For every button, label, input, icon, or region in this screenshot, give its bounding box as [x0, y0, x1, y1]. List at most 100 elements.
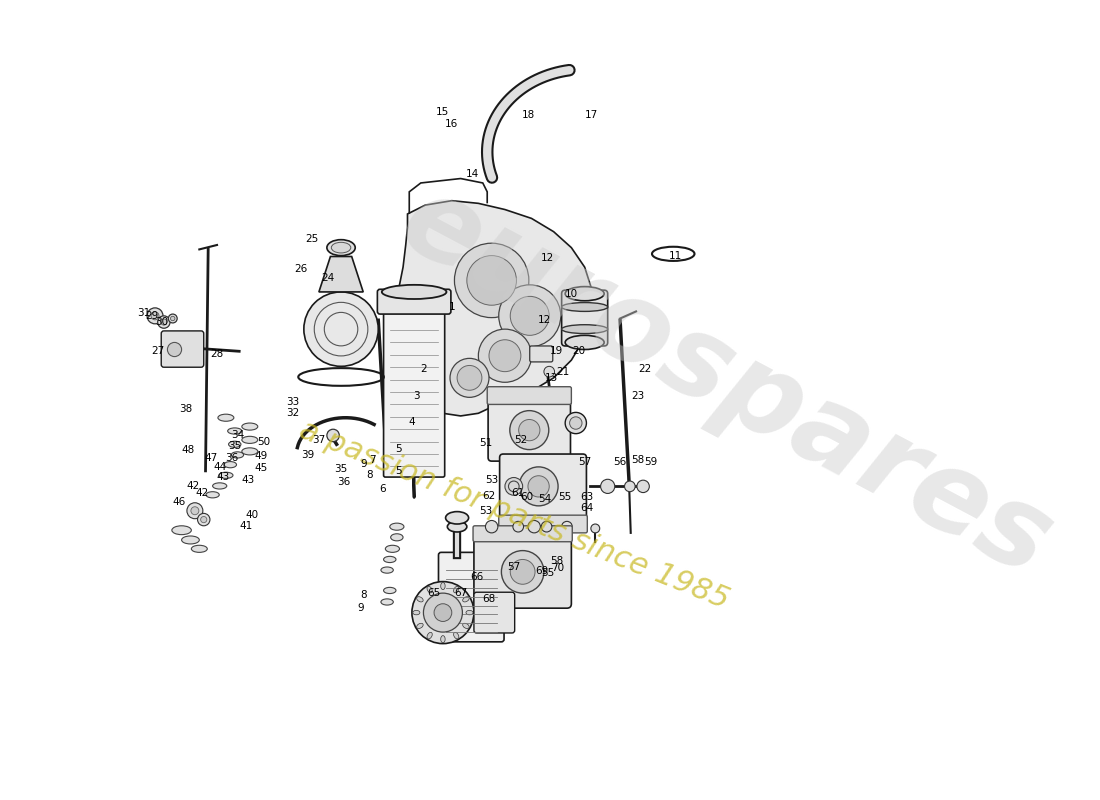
Ellipse shape	[384, 556, 396, 562]
Text: 25: 25	[305, 234, 318, 244]
Ellipse shape	[427, 632, 432, 639]
Circle shape	[625, 481, 635, 492]
Text: 51: 51	[478, 438, 492, 447]
Circle shape	[528, 521, 540, 533]
Ellipse shape	[417, 597, 424, 602]
Ellipse shape	[463, 597, 470, 602]
Circle shape	[304, 292, 378, 366]
FancyBboxPatch shape	[488, 399, 571, 461]
Circle shape	[167, 342, 182, 357]
Text: 69: 69	[536, 566, 549, 576]
Circle shape	[327, 430, 339, 442]
Text: 20: 20	[572, 346, 585, 356]
Text: 55: 55	[559, 493, 572, 502]
Text: a passion for parts since 1985: a passion for parts since 1985	[295, 415, 733, 615]
Text: 53: 53	[485, 474, 498, 485]
FancyBboxPatch shape	[162, 331, 204, 367]
Ellipse shape	[448, 522, 466, 532]
Text: 4: 4	[408, 417, 415, 427]
FancyBboxPatch shape	[498, 515, 587, 533]
Circle shape	[637, 480, 649, 493]
Circle shape	[565, 413, 586, 434]
Circle shape	[187, 502, 202, 518]
Circle shape	[519, 467, 558, 506]
Circle shape	[513, 522, 524, 532]
Circle shape	[543, 525, 556, 538]
Circle shape	[505, 478, 522, 495]
Ellipse shape	[562, 325, 607, 334]
Text: 40: 40	[246, 510, 258, 520]
Text: 27: 27	[151, 346, 164, 356]
Text: 60: 60	[520, 493, 534, 502]
Ellipse shape	[390, 534, 403, 541]
Ellipse shape	[231, 452, 243, 458]
Ellipse shape	[562, 302, 607, 311]
Ellipse shape	[466, 610, 473, 615]
Circle shape	[454, 243, 529, 318]
Text: 8: 8	[360, 590, 366, 600]
Circle shape	[502, 550, 543, 593]
Text: 31: 31	[136, 308, 150, 318]
Text: 38: 38	[179, 404, 192, 414]
Text: 23: 23	[631, 390, 645, 401]
Ellipse shape	[453, 586, 459, 593]
Text: 24: 24	[321, 273, 334, 282]
Text: 9: 9	[358, 603, 364, 613]
Circle shape	[411, 582, 474, 644]
Ellipse shape	[441, 582, 446, 590]
Circle shape	[434, 604, 452, 622]
Ellipse shape	[331, 242, 351, 253]
Circle shape	[519, 419, 540, 441]
Text: 63: 63	[580, 493, 593, 502]
Text: 44: 44	[213, 462, 227, 472]
Text: 59: 59	[645, 457, 658, 467]
Text: 55: 55	[541, 568, 554, 578]
Text: 34: 34	[231, 430, 244, 441]
Text: 58: 58	[550, 556, 563, 566]
Text: 2: 2	[420, 364, 427, 374]
Ellipse shape	[565, 286, 604, 301]
FancyBboxPatch shape	[530, 346, 553, 362]
Ellipse shape	[206, 492, 219, 498]
Circle shape	[450, 358, 490, 398]
Text: 32: 32	[286, 408, 299, 418]
Text: 50: 50	[257, 437, 271, 446]
Circle shape	[151, 312, 160, 320]
FancyBboxPatch shape	[474, 592, 515, 633]
FancyBboxPatch shape	[473, 526, 572, 542]
Text: 3: 3	[412, 390, 420, 401]
Ellipse shape	[191, 546, 207, 552]
FancyBboxPatch shape	[439, 552, 504, 642]
Circle shape	[498, 285, 561, 347]
Text: 43: 43	[217, 472, 230, 482]
Text: 41: 41	[240, 521, 253, 530]
Ellipse shape	[219, 472, 233, 478]
Circle shape	[198, 514, 210, 526]
Ellipse shape	[565, 335, 604, 350]
Text: 6: 6	[379, 483, 386, 494]
Text: 46: 46	[173, 497, 186, 507]
Ellipse shape	[242, 448, 257, 455]
Ellipse shape	[463, 623, 470, 629]
Text: 1: 1	[449, 302, 455, 312]
Ellipse shape	[229, 441, 241, 447]
FancyBboxPatch shape	[377, 290, 451, 314]
Ellipse shape	[389, 523, 404, 530]
Text: 57: 57	[578, 457, 592, 467]
Polygon shape	[319, 257, 363, 292]
Circle shape	[161, 319, 167, 325]
FancyBboxPatch shape	[487, 386, 571, 405]
Text: 35: 35	[228, 441, 241, 451]
Text: 37: 37	[312, 435, 326, 445]
Text: 5: 5	[395, 444, 402, 454]
Ellipse shape	[417, 623, 424, 629]
Text: 67: 67	[454, 588, 467, 598]
Text: 43: 43	[241, 474, 255, 485]
FancyBboxPatch shape	[384, 310, 444, 477]
Text: 10: 10	[564, 289, 578, 298]
Text: 15: 15	[437, 107, 450, 117]
Text: 5: 5	[395, 466, 402, 476]
Circle shape	[509, 410, 549, 450]
Text: 9: 9	[360, 458, 366, 469]
Text: 57: 57	[507, 562, 520, 571]
